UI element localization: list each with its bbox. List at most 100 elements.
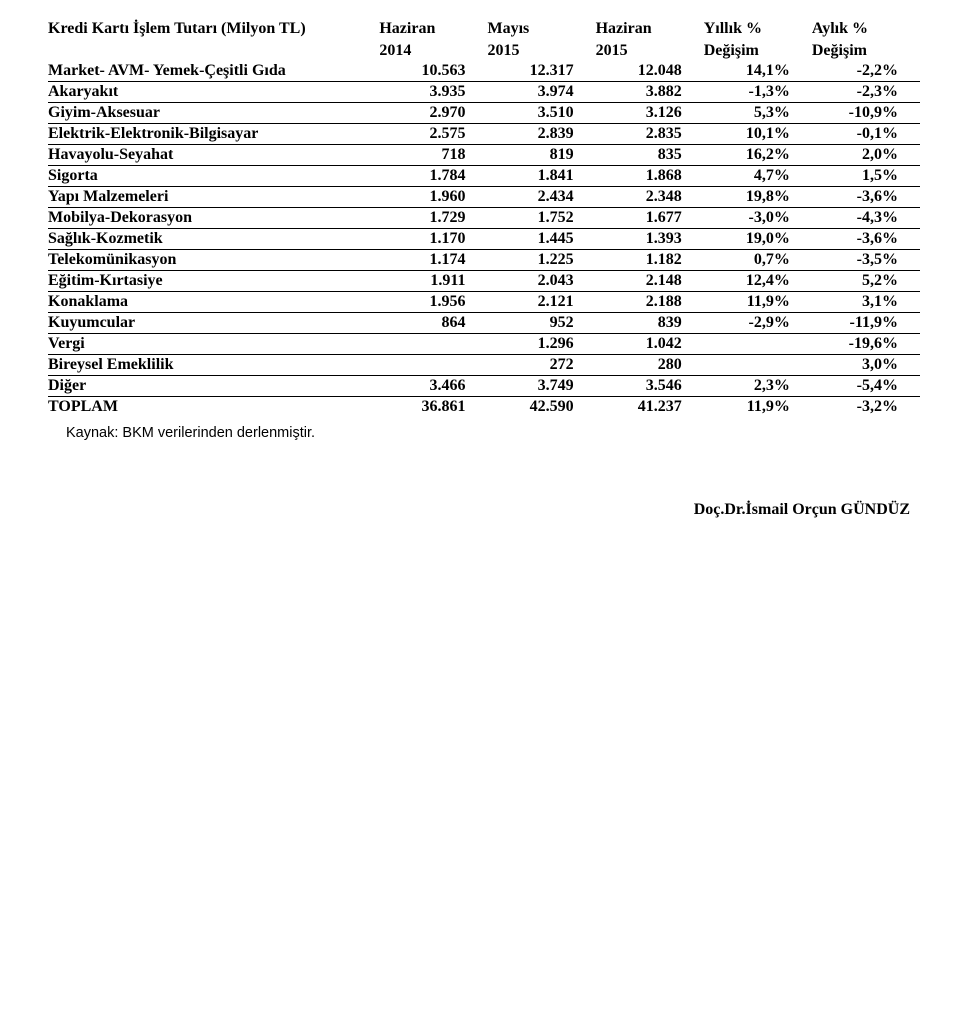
cell-value: 1.868 (596, 166, 704, 187)
cell-value: 11,9% (704, 397, 812, 418)
cell-value: -4,3% (812, 208, 920, 229)
cell-value: 1.729 (379, 208, 487, 229)
row-label: Market- AVM- Yemek-Çeşitli Gıda (48, 61, 379, 82)
row-label: Mobilya-Dekorasyon (48, 208, 379, 229)
row-label: Giyim-Aksesuar (48, 103, 379, 124)
cell-value: 2.348 (596, 187, 704, 208)
source-note: Kaynak: BKM verilerinden derlenmiştir. (48, 425, 920, 441)
cell-value: -1,3% (704, 82, 812, 103)
credit-card-table: Kredi Kartı İşlem Tutarı (Milyon TL) Haz… (48, 18, 920, 417)
col-header-line1: Aylık % (812, 18, 920, 40)
cell-value: 12.317 (487, 61, 595, 82)
author-line: Doç.Dr.İsmail Orçun GÜNDÜZ (48, 501, 920, 519)
table-row: Akaryakıt 3.935 3.974 3.882 -1,3% -2,3% (48, 82, 920, 103)
row-label: Bireysel Emeklilik (48, 355, 379, 376)
cell-value: 3,1% (812, 292, 920, 313)
cell-value: 42.590 (487, 397, 595, 418)
cell-value: 1.182 (596, 250, 704, 271)
cell-value: 14,1% (704, 61, 812, 82)
cell-value: 1.841 (487, 166, 595, 187)
cell-value: 2.835 (596, 124, 704, 145)
col-header-line1: Yıllık % (704, 18, 812, 40)
cell-value: 3.126 (596, 103, 704, 124)
cell-value: -2,2% (812, 61, 920, 82)
page: Kredi Kartı İşlem Tutarı (Milyon TL) Haz… (0, 0, 960, 549)
table-title: Kredi Kartı İşlem Tutarı (Milyon TL) (48, 18, 379, 61)
cell-value: 12,4% (704, 271, 812, 292)
table-row: Havayolu-Seyahat 718 819 835 16,2% 2,0% (48, 145, 920, 166)
table-row: Diğer 3.466 3.749 3.546 2,3% -5,4% (48, 376, 920, 397)
cell-value: 3.882 (596, 82, 704, 103)
cell-value: 3.466 (379, 376, 487, 397)
cell-value: 280 (596, 355, 704, 376)
cell-value: -3,5% (812, 250, 920, 271)
cell-value: 3,0% (812, 355, 920, 376)
cell-value: 41.237 (596, 397, 704, 418)
row-label: Kuyumcular (48, 313, 379, 334)
cell-value: 839 (596, 313, 704, 334)
cell-value: 1,5% (812, 166, 920, 187)
table-row: Mobilya-Dekorasyon 1.729 1.752 1.677 -3,… (48, 208, 920, 229)
cell-value: 5,3% (704, 103, 812, 124)
cell-value: 2,3% (704, 376, 812, 397)
cell-value: -19,6% (812, 334, 920, 355)
cell-value: 1.174 (379, 250, 487, 271)
row-label: Sigorta (48, 166, 379, 187)
table-row: Konaklama 1.956 2.121 2.188 11,9% 3,1% (48, 292, 920, 313)
cell-value: 1.677 (596, 208, 704, 229)
cell-value: 952 (487, 313, 595, 334)
cell-value: 4,7% (704, 166, 812, 187)
cell-value: 1.956 (379, 292, 487, 313)
table-row: Kuyumcular 864 952 839 -2,9% -11,9% (48, 313, 920, 334)
cell-value: 11,9% (704, 292, 812, 313)
cell-value (379, 355, 487, 376)
table-row-total: TOPLAM 36.861 42.590 41.237 11,9% -3,2% (48, 397, 920, 418)
cell-value: 835 (596, 145, 704, 166)
cell-value: 2,0% (812, 145, 920, 166)
table-row: Bireysel Emeklilik 272 280 3,0% (48, 355, 920, 376)
col-header-jun2015: Haziran 2015 (596, 18, 704, 61)
cell-value: 1.042 (596, 334, 704, 355)
cell-value: 1.225 (487, 250, 595, 271)
cell-value: -0,1% (812, 124, 920, 145)
cell-value: 2.434 (487, 187, 595, 208)
cell-value: 1.296 (487, 334, 595, 355)
cell-value (704, 334, 812, 355)
table-row: Market- AVM- Yemek-Çeşitli Gıda 10.563 1… (48, 61, 920, 82)
cell-value: 36.861 (379, 397, 487, 418)
cell-value: 2.970 (379, 103, 487, 124)
cell-value: 3.935 (379, 82, 487, 103)
row-label: Konaklama (48, 292, 379, 313)
cell-value: -3,6% (812, 187, 920, 208)
table-row: Sigorta 1.784 1.841 1.868 4,7% 1,5% (48, 166, 920, 187)
cell-value: 1.911 (379, 271, 487, 292)
row-label: Akaryakıt (48, 82, 379, 103)
table-row: Telekomünikasyon 1.174 1.225 1.182 0,7% … (48, 250, 920, 271)
cell-value: 718 (379, 145, 487, 166)
cell-value: 864 (379, 313, 487, 334)
cell-value: -3,0% (704, 208, 812, 229)
cell-value: 2.188 (596, 292, 704, 313)
cell-value: 10,1% (704, 124, 812, 145)
row-label: Diğer (48, 376, 379, 397)
col-header-line1: Haziran (596, 18, 704, 40)
col-header-line2: 2014 (379, 40, 487, 62)
cell-value: 1.170 (379, 229, 487, 250)
row-label: TOPLAM (48, 397, 379, 418)
cell-value: -10,9% (812, 103, 920, 124)
cell-value: 819 (487, 145, 595, 166)
cell-value: 1.445 (487, 229, 595, 250)
table-row: Elektrik-Elektronik-Bilgisayar 2.575 2.8… (48, 124, 920, 145)
table-row: Sağlık-Kozmetik 1.170 1.445 1.393 19,0% … (48, 229, 920, 250)
row-label: Havayolu-Seyahat (48, 145, 379, 166)
cell-value: 0,7% (704, 250, 812, 271)
cell-value: -2,3% (812, 82, 920, 103)
cell-value (379, 334, 487, 355)
col-header-may2015: Mayıs 2015 (487, 18, 595, 61)
cell-value: 2.575 (379, 124, 487, 145)
cell-value (704, 355, 812, 376)
col-header-jun2014: Haziran 2014 (379, 18, 487, 61)
cell-value: 3.546 (596, 376, 704, 397)
cell-value: -3,6% (812, 229, 920, 250)
table-header-row: Kredi Kartı İşlem Tutarı (Milyon TL) Haz… (48, 18, 920, 61)
